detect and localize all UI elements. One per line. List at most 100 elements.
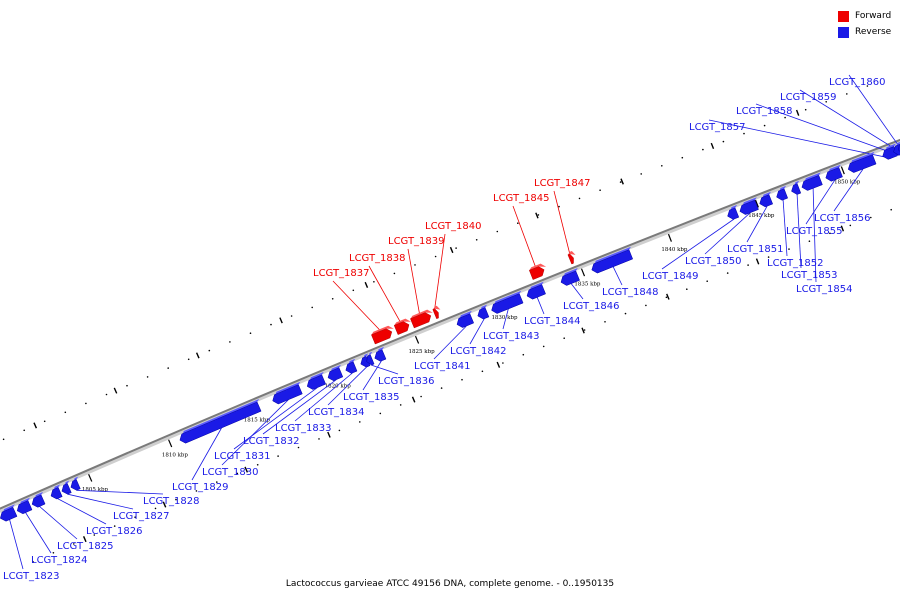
gene-arrow (393, 321, 410, 335)
gene-arrow-top (827, 164, 841, 175)
gene-arrow (31, 494, 46, 508)
label-leader (434, 233, 446, 309)
label-leader (362, 360, 382, 391)
kbp-label: 1815 kbp (244, 418, 271, 424)
gene-arrow (50, 487, 63, 500)
label-leader (812, 188, 817, 283)
gene-label: LCGT_1835 (343, 392, 400, 403)
genome-axis (0, 138, 900, 510)
label-leader (553, 190, 571, 255)
tick-dot (297, 446, 300, 449)
tick-dot (256, 464, 259, 466)
tick-dot (558, 205, 560, 208)
gene-arrow (893, 144, 900, 156)
gene-label: LCGT_1824 (31, 555, 88, 566)
gene-arrow-top (394, 318, 411, 326)
gene-label: LCGT_1831 (214, 451, 271, 462)
gene-arrow-top (493, 290, 522, 308)
gene-arrow-top (741, 197, 757, 209)
legend-forward-label: Forward (855, 11, 892, 21)
label-leader (327, 366, 367, 406)
tick-dot (146, 376, 149, 378)
tick-dot (216, 481, 218, 483)
tick-dot (126, 384, 128, 387)
gene-arrow-top (362, 353, 369, 362)
gene-arrow-top (850, 151, 875, 167)
figure-caption: Lactococcus garvieae ATCC 49156 DNA, com… (285, 579, 615, 589)
tick-dot (624, 312, 627, 315)
gene-arrow-top (347, 358, 356, 368)
major-tick (496, 361, 501, 368)
gene-arrow-top (793, 180, 800, 189)
tick-dot (440, 387, 443, 389)
gene-label: LCGT_1846 (563, 301, 620, 312)
tick-dot (722, 140, 725, 143)
label-leader (368, 265, 402, 323)
tick-dot (522, 353, 525, 356)
gene-label: LCGT_1849 (642, 271, 699, 282)
gene-arrow-top (18, 497, 30, 508)
reverse-swatch (838, 26, 849, 38)
label-leader (39, 506, 78, 540)
tick-dot (373, 281, 375, 283)
major-tick (82, 536, 87, 543)
gene-label: LCGT_1850 (685, 256, 742, 267)
gene-label: LCGT_1841 (414, 361, 471, 372)
gene-arrow (272, 384, 303, 405)
gene-arrow (374, 349, 387, 362)
gene-label: LCGT_1828 (143, 496, 200, 507)
tick-dot (359, 421, 361, 423)
label-leader (799, 89, 900, 153)
gene-arrow (560, 270, 580, 286)
tick-dot (604, 321, 606, 323)
major-tick (364, 281, 369, 288)
label-leader (433, 325, 467, 360)
tick-dot (890, 208, 892, 211)
label-leader (76, 489, 164, 495)
kbp-tick (754, 199, 759, 208)
gene-label: LCGT_1825 (57, 541, 114, 552)
gene-arrow-top (376, 346, 385, 356)
tick-dot (249, 332, 252, 335)
gene-arrow (801, 175, 823, 191)
label-leader (469, 318, 485, 345)
tick-dot (578, 197, 581, 200)
label-leader (262, 379, 337, 435)
label-leader (708, 119, 892, 159)
tick-dot (866, 85, 869, 87)
tick-dot (338, 429, 341, 432)
tick-dot (475, 239, 478, 241)
kbp-tick (580, 268, 586, 277)
gene-arrow (360, 356, 371, 368)
gene-arrow-top (479, 304, 488, 313)
gene-label: LCGT_1856 (814, 213, 871, 224)
gene-arrow-top (803, 172, 821, 185)
tick-dot (379, 412, 382, 415)
gene-label: LCGT_1842 (450, 346, 507, 357)
gene-arrow (410, 312, 432, 329)
label-leader (57, 498, 107, 525)
tick-dot (661, 165, 663, 167)
label-leader (25, 512, 52, 554)
label-leader (512, 205, 537, 268)
label-leader (332, 280, 381, 332)
tick-dot (517, 222, 519, 224)
gene-label: LCGT_1847 (534, 178, 591, 189)
gene-arrow (847, 154, 877, 173)
kbp-label: 1825 kbp (409, 349, 436, 355)
kbp-label: 1820 kbp (325, 384, 352, 390)
tick-dot (537, 214, 540, 216)
label-leader (796, 194, 802, 269)
tick-dot (496, 230, 499, 233)
gene-label: LCGT_1826 (86, 526, 143, 537)
tick-dot (290, 315, 293, 317)
gene-arrow-top (181, 399, 260, 438)
legend-reverse-label: Reverse (855, 27, 892, 37)
tick-dot (599, 189, 601, 191)
gene-arrow (528, 266, 545, 280)
tick-dot (113, 525, 116, 527)
gene-arrow (526, 284, 546, 300)
label-leader (536, 297, 545, 315)
tick-dot (804, 108, 807, 111)
